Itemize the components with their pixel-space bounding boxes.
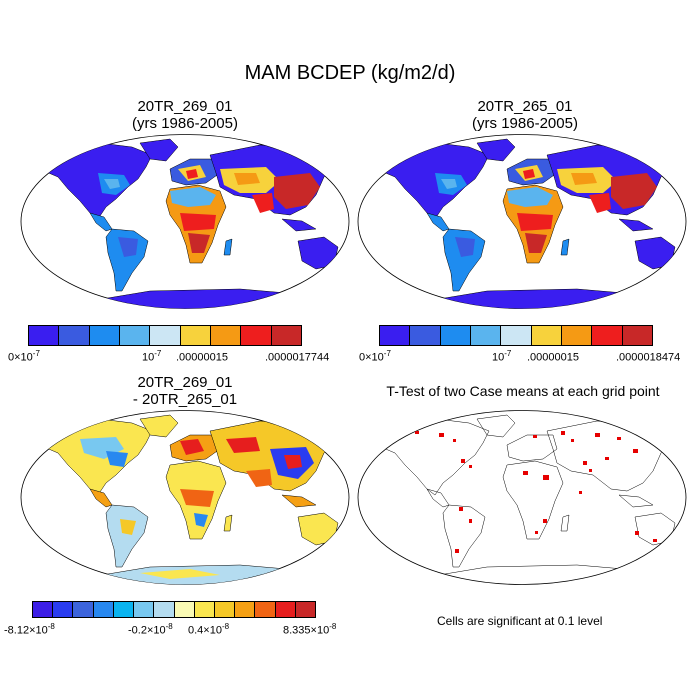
colorbar-swatch <box>275 602 296 617</box>
panel2-title: 20TR_265_01 (yrs 1986-2005) <box>360 98 690 132</box>
colorbar-swatch <box>134 602 155 617</box>
colorbar-swatch <box>194 602 215 617</box>
cb3-tick-1: -0.2×10-8 <box>128 622 173 637</box>
map-panel-3 <box>20 410 350 585</box>
map-panel-1 <box>20 134 350 309</box>
colorbar-panel-1 <box>28 325 302 346</box>
colorbar-swatch <box>89 326 120 345</box>
cb2-tick-3: .0000018474 <box>616 351 681 364</box>
colorbar-swatch <box>501 326 532 345</box>
colorbar-swatch <box>561 326 593 345</box>
colorbar-swatch <box>210 326 242 345</box>
colorbar-swatch <box>255 602 276 617</box>
panel3-title-line2: - 20TR_265_01 <box>132 391 238 408</box>
cb2-tick-0: 0×10-7 <box>359 349 391 364</box>
bcdep-difference-field <box>35 414 339 585</box>
colorbar-swatch <box>53 602 74 617</box>
cb1-tick-3: .0000017744 <box>265 351 330 364</box>
cb3-tick-0: -8.12×10-8 <box>4 622 55 637</box>
panel1-title-line2: (yrs 1986-2005) <box>132 115 238 132</box>
cb3-tick-2: 0.4×10-8 <box>188 622 230 637</box>
colorbar-swatch <box>29 326 60 345</box>
colorbar-panel-2 <box>379 325 653 346</box>
colorbar-swatch <box>180 326 211 345</box>
colorbar-swatch <box>271 326 301 345</box>
cb1-tick-1: 10-7 <box>142 349 162 364</box>
figure-title: MAM BCDEP (kg/m2/d) <box>244 62 456 84</box>
colorbar-swatch <box>410 326 441 345</box>
significance-note: Cells are significant at 0.1 level <box>437 614 603 628</box>
cb2-tick-1: 10-7 <box>492 349 512 364</box>
cb1-tick-2: .00000015 <box>176 351 228 364</box>
colorbar-swatch <box>119 326 151 345</box>
cb2-tick-2: .00000015 <box>527 351 579 364</box>
panel3-title: 20TR_269_01 - 20TR_265_01 <box>20 374 350 408</box>
colorbar-swatch <box>214 602 236 617</box>
colorbar-swatch <box>150 326 181 345</box>
panel1-title-line1: 20TR_269_01 <box>137 98 233 115</box>
panel1-title: 20TR_269_01 (yrs 1986-2005) <box>20 98 350 132</box>
colorbar-swatch <box>174 602 195 617</box>
colorbar-swatch <box>622 326 652 345</box>
panel2-title-line2: (yrs 1986-2005) <box>472 115 578 132</box>
colorbar-swatch <box>470 326 502 345</box>
panel3-title-line1: 20TR_269_01 <box>137 374 233 391</box>
colorbar-swatch <box>154 602 175 617</box>
colorbar-swatch <box>59 326 90 345</box>
colorbar-swatch <box>380 326 411 345</box>
colorbar-swatch <box>592 326 623 345</box>
colorbar-panel-3 <box>32 601 316 618</box>
cb1-tick-0: 0×10-7 <box>8 349 40 364</box>
colorbar-swatch <box>440 326 471 345</box>
colorbar-swatch <box>73 602 94 617</box>
map-panel-2 <box>357 134 687 309</box>
cb3-tick-3: 8.335×10-8 <box>283 622 337 637</box>
colorbar-swatch <box>33 602 54 617</box>
colorbar-swatch <box>235 602 256 617</box>
map-outline <box>357 410 687 585</box>
colorbar-swatch <box>113 602 135 617</box>
panel4-title: T-Test of two Case means at each grid po… <box>386 383 660 399</box>
colorbar-swatch <box>241 326 272 345</box>
colorbar-swatch <box>295 602 316 617</box>
colorbar-swatch <box>531 326 562 345</box>
panel2-title-line1: 20TR_265_01 <box>477 98 573 115</box>
map-panel-4 <box>357 410 687 585</box>
colorbar-swatch <box>93 602 114 617</box>
